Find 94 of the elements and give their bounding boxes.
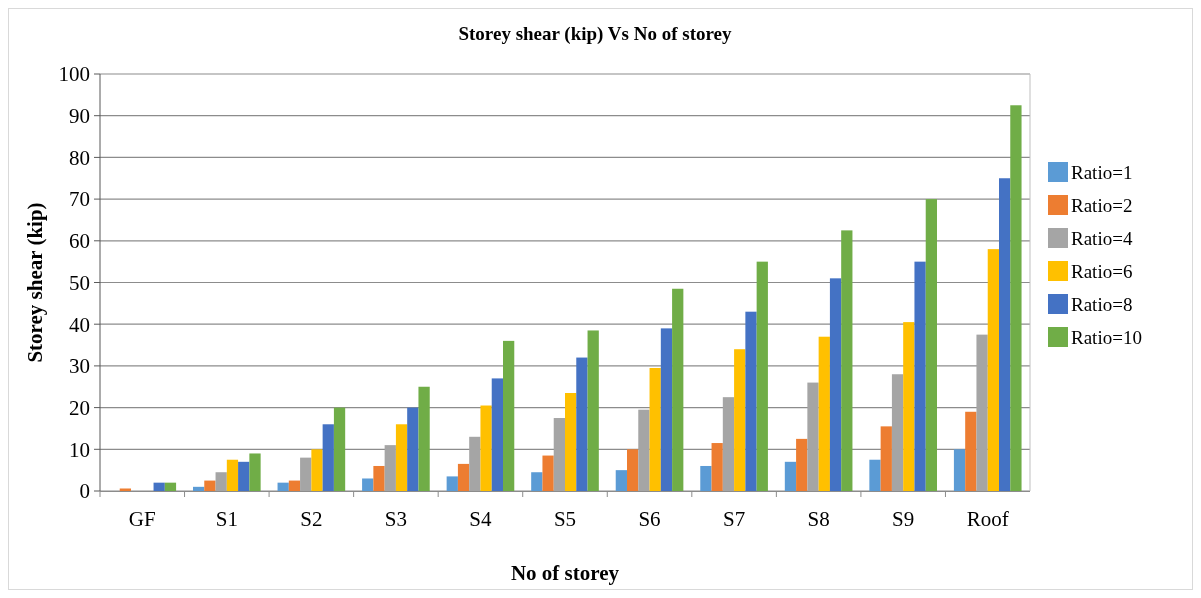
bar — [880, 426, 892, 491]
bar — [288, 480, 301, 491]
bar — [249, 453, 261, 491]
bar — [469, 436, 481, 491]
x-tick-label: S2 — [300, 507, 323, 531]
bar — [164, 482, 177, 491]
bar — [649, 367, 661, 491]
bar — [818, 336, 830, 491]
bar — [615, 470, 627, 491]
bar — [226, 459, 239, 491]
bar — [976, 334, 988, 491]
legend-label: Ratio=4 — [1071, 227, 1133, 249]
bar — [553, 418, 565, 491]
bar — [491, 378, 503, 491]
bar — [953, 449, 966, 491]
bar — [322, 424, 334, 491]
bar — [869, 459, 881, 491]
bar — [841, 230, 853, 491]
legend-label: Ratio=8 — [1071, 293, 1133, 315]
bar — [627, 449, 639, 491]
y-tick-label: 70 — [69, 187, 90, 212]
bar — [531, 472, 543, 491]
bar — [204, 480, 216, 491]
x-tick-label: S1 — [215, 507, 238, 531]
bar — [925, 199, 937, 491]
x-tick-label: S7 — [723, 507, 746, 531]
bar — [418, 386, 430, 491]
bar — [796, 438, 808, 491]
bar — [745, 311, 757, 491]
x-axis-title: No of storey — [510, 561, 620, 585]
bar — [119, 488, 131, 491]
y-axis-title: Storey shear (kip) — [23, 202, 47, 363]
y-tick-label: 0 — [79, 479, 90, 504]
x-tick-label: GF — [128, 507, 156, 531]
bar — [914, 261, 926, 491]
bar — [660, 328, 673, 491]
legend-label: Ratio=2 — [1071, 194, 1133, 216]
bar — [446, 476, 458, 491]
y-tick-label: 80 — [69, 145, 90, 170]
bar — [457, 463, 470, 491]
bar — [503, 340, 515, 491]
bar — [373, 465, 385, 491]
bar — [829, 278, 842, 491]
x-tick-label: S5 — [553, 507, 577, 531]
bar — [999, 178, 1011, 491]
chart-title: Storey shear (kip) Vs No of storey — [458, 23, 733, 45]
y-tick-label: 20 — [69, 395, 90, 420]
bar — [903, 322, 915, 491]
bar — [395, 424, 408, 491]
bar — [807, 382, 819, 491]
bar — [965, 411, 977, 491]
x-tick-label: S4 — [469, 507, 493, 531]
legend-label: Ratio=1 — [1071, 161, 1133, 183]
y-tick-label: 100 — [58, 62, 90, 87]
x-tick-label: Roof — [966, 507, 1009, 531]
bar — [311, 449, 323, 491]
y-tick-label: 30 — [69, 354, 90, 379]
bar — [638, 409, 650, 491]
bar — [238, 461, 250, 491]
bar — [215, 472, 227, 491]
bar — [480, 405, 492, 491]
bar — [384, 445, 396, 491]
y-tick-label: 50 — [69, 270, 90, 295]
bar — [407, 407, 419, 491]
y-tick-label: 40 — [69, 312, 90, 337]
bar — [700, 465, 712, 491]
bar — [756, 261, 768, 491]
x-tick-label: S9 — [892, 507, 915, 531]
y-tick-label: 90 — [69, 104, 90, 129]
x-tick-label: S8 — [807, 507, 830, 531]
x-tick-label: S6 — [638, 507, 661, 531]
bar — [333, 407, 346, 491]
bar — [362, 478, 374, 491]
bar — [542, 455, 554, 491]
bar — [711, 443, 723, 491]
x-tick-label: S3 — [384, 507, 407, 531]
legend-label: Ratio=10 — [1071, 326, 1142, 348]
bar — [722, 397, 735, 491]
bar — [891, 374, 904, 491]
bar — [1010, 105, 1022, 491]
bar — [193, 486, 205, 491]
bar — [987, 249, 999, 491]
bar — [153, 482, 165, 491]
bar — [587, 330, 599, 491]
bar — [565, 393, 577, 491]
bar — [734, 349, 746, 491]
legend-label: Ratio=6 — [1071, 260, 1133, 282]
y-tick-label: 60 — [69, 229, 90, 254]
bar — [576, 357, 588, 491]
bar — [277, 482, 289, 491]
bar — [300, 457, 312, 491]
bar — [672, 288, 684, 491]
bar — [784, 461, 797, 491]
y-tick-label: 10 — [69, 437, 90, 462]
